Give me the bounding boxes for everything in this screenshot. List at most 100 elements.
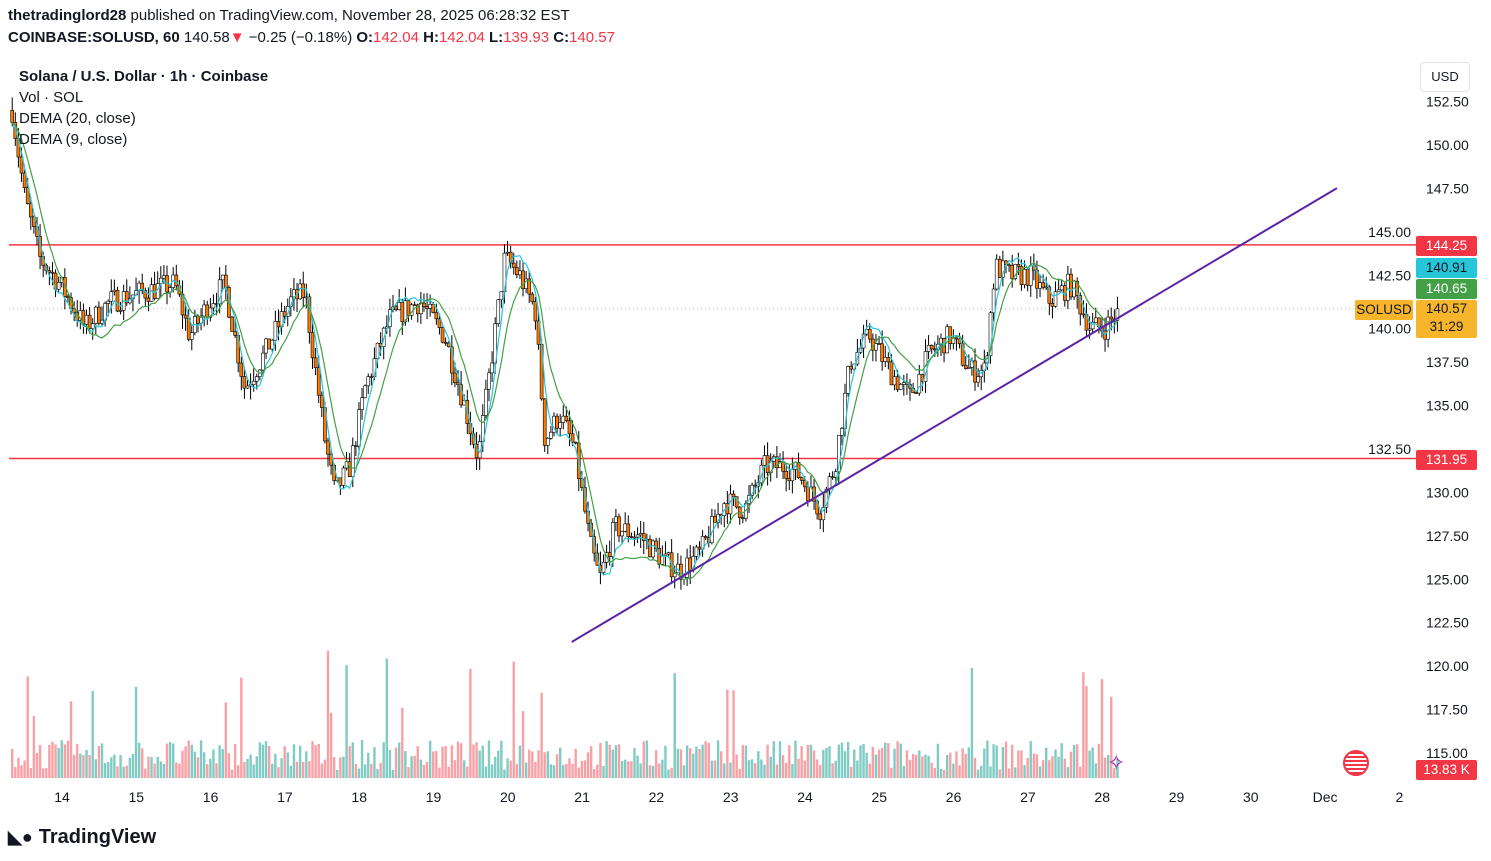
- us-flag-icon[interactable]: [1343, 750, 1369, 776]
- legend-volume[interactable]: Vol · SOL: [19, 89, 84, 106]
- volume-bar: [193, 751, 197, 778]
- candle-body: [406, 300, 411, 316]
- y-tick-label: 130.00: [1426, 484, 1469, 500]
- volume-bar: [846, 741, 850, 778]
- volume-bar: [695, 746, 698, 778]
- volume-bar: [1023, 765, 1026, 778]
- legend-title[interactable]: Solana / U.S. Dollar · 1h · Coinbase: [19, 68, 269, 85]
- x-tick-label: 24: [797, 789, 813, 805]
- volume-bar: [1035, 754, 1039, 778]
- volume-bar: [939, 768, 943, 778]
- candle-body: [737, 506, 742, 518]
- candle-body: [28, 203, 33, 218]
- volume-bar: [444, 746, 447, 778]
- candle-body: [1038, 282, 1042, 289]
- tradingview-logo[interactable]: ◣● TradingView: [8, 826, 156, 849]
- candle-body: [830, 476, 835, 478]
- y-tick-label: 140.00: [1368, 321, 1411, 337]
- ai-sparkle-icon[interactable]: ✧: [1107, 750, 1126, 775]
- volume-bar: [791, 764, 794, 778]
- volume-bar: [459, 743, 463, 778]
- currency-button[interactable]: USD: [1420, 62, 1470, 92]
- candle-body: [567, 420, 572, 435]
- volume-bar: [747, 760, 751, 778]
- volume-bar: [918, 750, 921, 778]
- volume-bar: [354, 764, 358, 778]
- volume-bar: [698, 748, 701, 778]
- volume-bar: [512, 661, 515, 778]
- y-tick-label: 135.00: [1426, 398, 1469, 414]
- volume-bar: [1110, 696, 1113, 778]
- volume-bar: [738, 768, 741, 778]
- volume-bar: [221, 749, 224, 778]
- candle-body: [25, 187, 30, 205]
- last-price-value: 140.57: [1425, 301, 1468, 316]
- volume-bar: [605, 741, 608, 778]
- candle-body: [394, 306, 398, 310]
- volume-bar: [778, 741, 782, 778]
- volume-bar: [187, 740, 190, 778]
- volume-bar: [574, 748, 577, 778]
- volume-bar: [803, 760, 806, 778]
- candle-body: [666, 552, 671, 555]
- candle-body: [821, 506, 826, 521]
- candle-body: [837, 434, 841, 473]
- indicator-legend: Solana / U.S. Dollar · 1h · Coinbase Vol…: [19, 66, 268, 150]
- candle-body: [499, 291, 504, 301]
- candle-body: [542, 398, 547, 446]
- volume-bar: [233, 743, 237, 778]
- candle-body: [902, 382, 906, 385]
- volume-bar: [834, 760, 837, 778]
- volume-bar: [726, 689, 729, 778]
- volume-bar: [382, 742, 385, 778]
- candle-body: [273, 321, 278, 341]
- symbol-info: COINBASE:SOLUSD, 60 140.58▼ −0.25 (−0.18…: [8, 29, 615, 46]
- volume-bar: [110, 757, 113, 778]
- volume-bar: [199, 740, 203, 778]
- volume-bar: [868, 763, 871, 778]
- volume-bar: [509, 760, 512, 778]
- volume-bar: [274, 753, 277, 778]
- candle-body: [784, 470, 788, 479]
- volume-bar: [531, 751, 534, 778]
- volume-bar: [945, 755, 949, 778]
- candle-body: [1007, 264, 1011, 267]
- volume-bar: [558, 747, 562, 778]
- volume-bar: [466, 766, 469, 778]
- candle-body: [270, 339, 275, 350]
- candle-body: [874, 343, 878, 351]
- candle-body: [929, 345, 934, 350]
- candle-body: [790, 469, 795, 482]
- x-tick-label: 23: [723, 789, 739, 805]
- candle-body: [320, 394, 324, 408]
- volume-bar: [602, 765, 605, 778]
- open-label: O:: [356, 29, 374, 46]
- y-tick-label: 142.50: [1368, 267, 1411, 283]
- x-tick-label: 19: [426, 789, 442, 805]
- legend-dema9[interactable]: DEMA (9, close): [19, 131, 128, 148]
- candle-body: [254, 376, 259, 382]
- candle-body: [106, 300, 110, 304]
- candle-body: [112, 289, 117, 292]
- volume-bar: [376, 769, 379, 778]
- y-tick-label: 117.50: [1426, 702, 1468, 718]
- candle-body: [66, 296, 70, 298]
- volume-bar: [196, 757, 200, 778]
- candle-body: [1075, 280, 1079, 296]
- volume-bar: [116, 766, 119, 778]
- volume-bar: [323, 759, 327, 778]
- candle-body: [660, 555, 665, 565]
- volume-bar: [503, 769, 506, 778]
- publisher-name[interactable]: thetradinglord28: [8, 7, 127, 24]
- candle-body: [549, 431, 553, 439]
- candle-body: [211, 303, 216, 309]
- volume-bar: [623, 759, 627, 778]
- legend-dema20[interactable]: DEMA (20, close): [19, 110, 136, 127]
- candle-body: [369, 376, 374, 378]
- candle-body: [22, 172, 27, 189]
- y-tick-label: 147.50: [1426, 180, 1469, 196]
- volume-bar: [794, 740, 797, 778]
- volume-bar: [82, 755, 85, 778]
- volume-bar: [713, 760, 717, 778]
